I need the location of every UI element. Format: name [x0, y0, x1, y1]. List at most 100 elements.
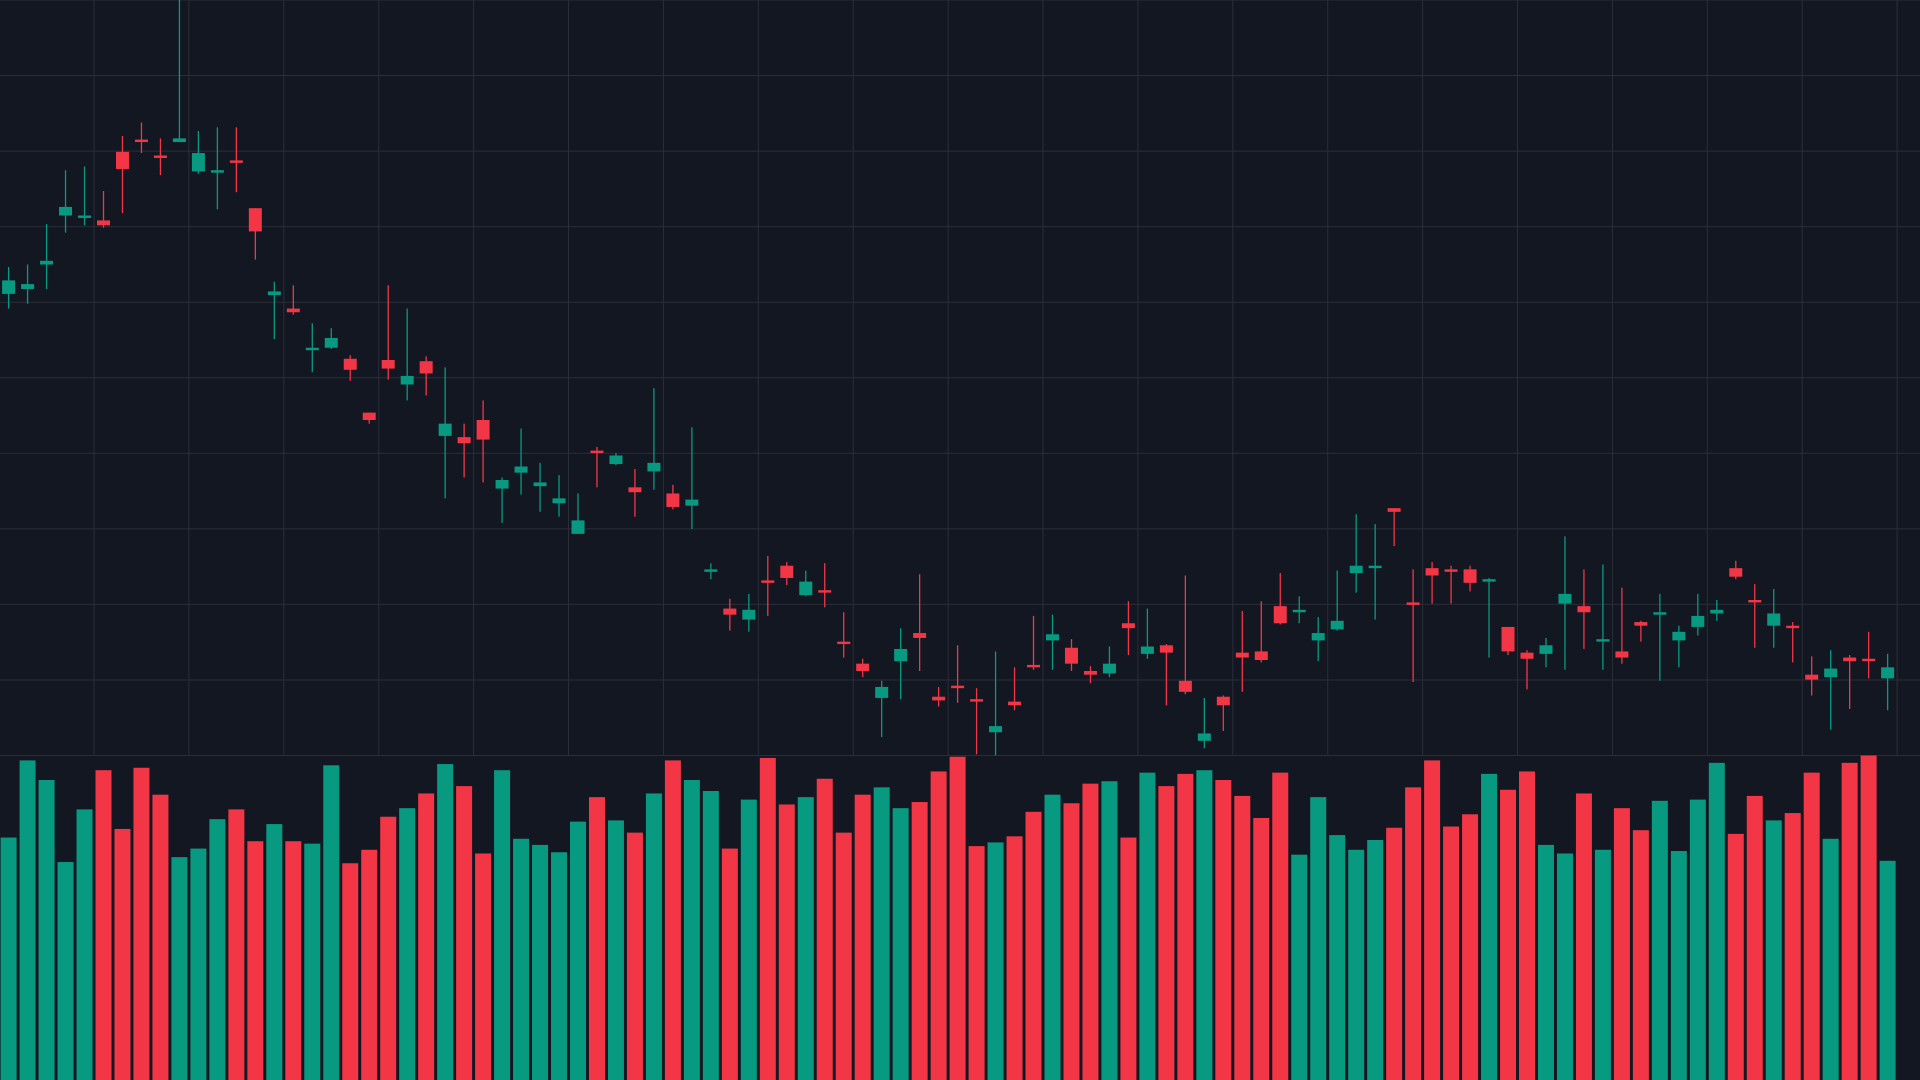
- candle-body: [1558, 593, 1572, 604]
- volume-bar: [551, 852, 568, 1080]
- candle-body: [1786, 625, 1800, 629]
- volume-bar: [1500, 789, 1517, 1080]
- volume-bar: [266, 824, 283, 1080]
- candle-body: [1444, 569, 1458, 572]
- candle-body: [362, 412, 376, 420]
- candle-body: [1862, 658, 1876, 662]
- candle-body: [1140, 646, 1154, 654]
- candle-body: [932, 696, 946, 701]
- candle-body: [590, 450, 604, 454]
- volume-bar: [607, 820, 624, 1080]
- volume-bar: [1462, 814, 1479, 1080]
- candle-body: [1482, 579, 1496, 582]
- volume-bar: [1196, 770, 1213, 1080]
- candle-body: [609, 455, 623, 465]
- volume-bar: [987, 842, 1004, 1080]
- volume-bar: [342, 863, 359, 1080]
- candle-body: [1027, 664, 1041, 668]
- candle-body: [1425, 568, 1439, 576]
- volume-bar: [1556, 853, 1573, 1080]
- volume-bar: [1386, 827, 1403, 1080]
- candle-body: [1615, 651, 1629, 658]
- volume-bar: [95, 770, 112, 1080]
- candle-body: [1197, 733, 1211, 741]
- volume-bar: [399, 808, 416, 1080]
- candle-body: [210, 170, 224, 173]
- volume-bar: [190, 848, 207, 1080]
- candle-body: [856, 663, 870, 672]
- candle-body: [894, 648, 908, 662]
- candle-body: [1539, 645, 1553, 654]
- candle-body: [951, 685, 965, 689]
- volume-bar: [304, 843, 321, 1080]
- volume-bar: [475, 853, 492, 1080]
- candle-body: [1064, 647, 1078, 664]
- volume-bar: [1765, 820, 1782, 1080]
- volume-bar: [702, 791, 719, 1080]
- candle-body: [742, 609, 756, 620]
- candle-body: [419, 361, 433, 374]
- volume-bar: [1272, 772, 1289, 1080]
- candle-body: [229, 160, 243, 163]
- candle-body: [115, 151, 129, 169]
- volume-bar: [437, 764, 454, 1080]
- candle-body: [723, 608, 737, 615]
- candle-body: [400, 375, 414, 385]
- candle-body: [1292, 609, 1306, 613]
- volume-bar: [361, 849, 378, 1080]
- volume-bar: [494, 770, 511, 1080]
- candle-body: [1805, 674, 1819, 680]
- volume-bar: [570, 821, 586, 1080]
- volume-bar: [456, 786, 473, 1080]
- candle-body: [324, 337, 338, 348]
- candle-body: [1159, 645, 1173, 653]
- volume-bar: [1158, 786, 1175, 1080]
- volume-bar: [38, 779, 55, 1080]
- candle-body: [1691, 615, 1705, 627]
- candle-body: [799, 581, 813, 596]
- volume-bar: [1575, 793, 1592, 1080]
- candle-body: [1672, 631, 1686, 641]
- volume-bar: [588, 797, 605, 1080]
- candle-body: [248, 208, 262, 232]
- volume-bar: [740, 799, 757, 1080]
- volume-bar: [854, 794, 871, 1080]
- volume-bar: [1215, 779, 1232, 1080]
- volume-bar: [1253, 817, 1270, 1080]
- volume-bar: [1689, 799, 1706, 1080]
- volume-bar: [76, 809, 93, 1080]
- volume-bar: [1063, 803, 1080, 1080]
- volume-bar: [1329, 835, 1346, 1080]
- candle-body: [1824, 668, 1838, 678]
- volume-bar: [1234, 795, 1251, 1080]
- candle-body: [1121, 623, 1135, 629]
- candle-body: [1311, 633, 1325, 641]
- volume-bar: [1481, 773, 1498, 1080]
- volume-bar: [1424, 760, 1441, 1080]
- volume-bar: [626, 832, 643, 1080]
- candle-body: [1596, 639, 1610, 642]
- candle-body: [780, 565, 794, 578]
- candle-body: [134, 139, 148, 143]
- candle-body: [172, 138, 186, 143]
- volume-bar: [1708, 762, 1725, 1080]
- volume-bar: [380, 816, 397, 1080]
- volume-bar: [114, 828, 131, 1080]
- candle-body: [1216, 696, 1230, 706]
- volume-bar: [133, 767, 150, 1080]
- volume-bar: [513, 838, 530, 1080]
- volume-bar: [930, 771, 947, 1080]
- volume-bar: [1006, 836, 1023, 1080]
- volume-bar: [57, 862, 74, 1080]
- candle-body: [1235, 652, 1249, 658]
- candle-body: [1577, 606, 1591, 613]
- candle-body: [989, 726, 1003, 733]
- volume-bar: [1822, 838, 1839, 1080]
- candle-body: [1102, 663, 1116, 674]
- volume-bar: [949, 756, 966, 1080]
- volume-bar: [1025, 811, 1042, 1080]
- candle-body: [457, 437, 471, 444]
- candle-body: [438, 423, 452, 436]
- candle-body: [1254, 651, 1268, 660]
- candle-body: [1046, 634, 1059, 641]
